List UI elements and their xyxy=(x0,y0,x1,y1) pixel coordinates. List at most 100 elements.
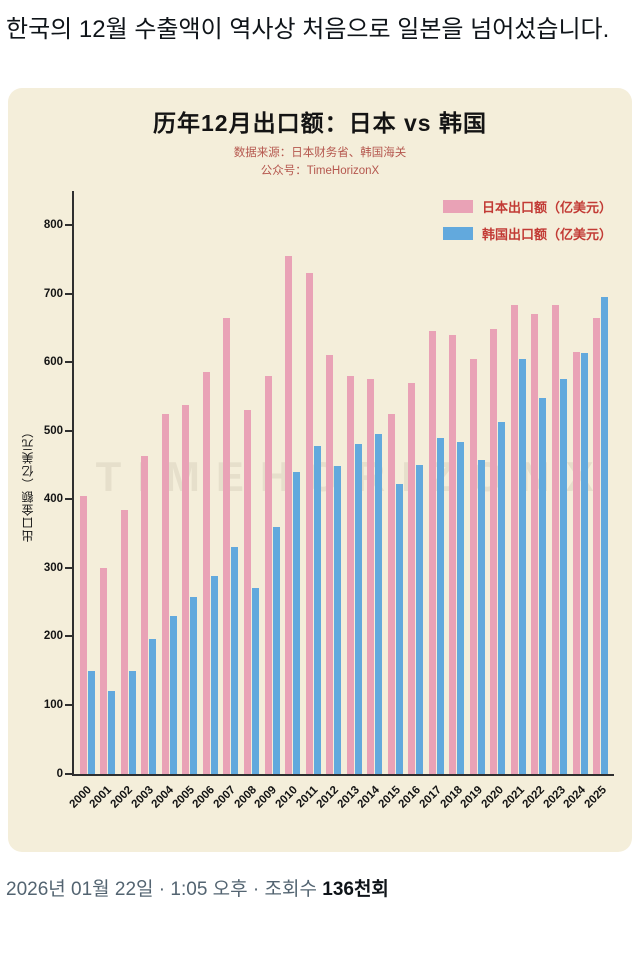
bar-korea-2000 xyxy=(87,670,95,774)
bar-group-2023 xyxy=(549,191,570,774)
x-tick-label: 2000 xyxy=(67,783,94,811)
bar-group-2013 xyxy=(344,191,365,774)
y-tick-mark xyxy=(65,704,72,707)
bar-japan-2015 xyxy=(387,413,395,774)
bar-group-2011 xyxy=(303,191,324,774)
bar-group-2024 xyxy=(570,191,591,774)
bar-japan-2025 xyxy=(593,317,601,774)
bar-korea-2023 xyxy=(559,379,567,774)
legend-swatch-icon xyxy=(442,226,473,240)
y-tick-label: 400 xyxy=(43,493,63,506)
bar-japan-2005 xyxy=(182,405,190,774)
bar-japan-2009 xyxy=(264,375,272,774)
bar-korea-2002 xyxy=(128,670,136,774)
bar-japan-2002 xyxy=(120,509,128,774)
bar-korea-2006 xyxy=(210,576,218,774)
bar-group-2007 xyxy=(221,191,242,774)
bar-korea-2019 xyxy=(477,460,485,774)
bar-korea-2014 xyxy=(375,434,383,774)
bar-korea-2011 xyxy=(313,445,321,774)
y-tick-mark xyxy=(65,498,72,501)
y-tick-mark xyxy=(65,361,72,364)
y-tick-mark xyxy=(65,566,72,569)
bar-japan-2023 xyxy=(551,305,559,774)
bars-container xyxy=(74,191,614,774)
y-axis-label-column: 出口金额（亿美元） xyxy=(18,191,36,776)
bar-japan-2024 xyxy=(572,351,580,774)
y-tick-label: 0 xyxy=(56,767,63,780)
bar-korea-2025 xyxy=(601,296,609,774)
legend-item-korea: 韩国出口额（亿美元） xyxy=(442,224,612,243)
bar-korea-2021 xyxy=(518,358,526,774)
bar-japan-2006 xyxy=(202,372,210,774)
y-tick-label: 600 xyxy=(43,356,63,369)
bar-group-2014 xyxy=(364,191,385,774)
bar-group-2000 xyxy=(77,191,98,774)
chart-subtitle: 数据来源：日本财务省、韩国海关 公众号：TimeHorizonX xyxy=(18,145,622,181)
bar-korea-2004 xyxy=(169,615,177,774)
bar-korea-2017 xyxy=(436,437,444,774)
bar-group-2022 xyxy=(529,191,550,774)
bar-korea-2010 xyxy=(293,471,301,774)
bar-group-2001 xyxy=(98,191,119,774)
bar-korea-2008 xyxy=(252,588,260,774)
bar-korea-2012 xyxy=(334,465,342,774)
bar-group-2012 xyxy=(323,191,344,774)
legend-swatch-icon xyxy=(442,199,473,213)
bar-group-2016 xyxy=(406,191,427,774)
bar-korea-2022 xyxy=(539,397,547,774)
bar-japan-2008 xyxy=(244,410,252,774)
bar-korea-2005 xyxy=(190,596,198,774)
y-tick-mark xyxy=(65,772,72,775)
bar-japan-2017 xyxy=(428,331,436,774)
bar-japan-2004 xyxy=(161,413,169,774)
bar-group-2017 xyxy=(426,191,447,774)
bar-group-2021 xyxy=(508,191,529,774)
legend-item-japan: 日本出口额（亿美元） xyxy=(442,197,612,216)
bar-group-2002 xyxy=(118,191,139,774)
chart-source-line: 数据来源：日本财务省、韩国海关 xyxy=(233,147,407,159)
bar-korea-2009 xyxy=(272,526,280,774)
tweet-media-chart[interactable]: 历年12月出口额：日本 vs 韩国 数据来源：日本财务省、韩国海关 公众号：Ti… xyxy=(8,88,632,852)
chart-legend: 日本出口额（亿美元） 韩国出口额（亿美元） xyxy=(442,197,612,243)
bar-korea-2013 xyxy=(354,444,362,774)
legend-label: 韩国出口额（亿美元） xyxy=(481,226,612,242)
bar-korea-2016 xyxy=(416,464,424,774)
y-axis-label: 出口金额（亿美元） xyxy=(20,424,35,542)
y-tick-label: 700 xyxy=(43,287,63,300)
bar-japan-2019 xyxy=(469,358,477,774)
bar-group-2009 xyxy=(262,191,283,774)
bar-group-2019 xyxy=(467,191,488,774)
bar-japan-2014 xyxy=(367,379,375,774)
bar-japan-2000 xyxy=(79,495,87,774)
bar-korea-2001 xyxy=(108,691,116,774)
bar-japan-2011 xyxy=(305,272,313,774)
bar-group-2005 xyxy=(180,191,201,774)
y-tick-label: 200 xyxy=(43,630,63,643)
post-timestamp: 2026년 01월 22일 · 1:05 오후 · 조회수 xyxy=(6,878,317,900)
bar-japan-2022 xyxy=(531,314,539,774)
bar-korea-2018 xyxy=(457,442,465,774)
y-tick-label: 100 xyxy=(43,699,63,712)
chart-account-line: 公众号：TimeHorizonX xyxy=(260,164,380,177)
post-meta: 2026년 01월 22일 · 1:05 오후 · 조회수 136천회 xyxy=(0,852,640,901)
bar-korea-2020 xyxy=(498,422,506,774)
bar-japan-2021 xyxy=(510,305,518,774)
x-axis-labels: 2000 2001 2002 2003 2004 2005 2006 2007 2008 2009… xyxy=(67,776,614,834)
bar-group-2008 xyxy=(241,191,262,774)
bar-group-2004 xyxy=(159,191,180,774)
bar-group-2025 xyxy=(590,191,611,774)
bar-group-2010 xyxy=(282,191,303,774)
post: 한국의 12월 수출액이 역사상 처음으로 일본을 넘어섰습니다. 历年12月出… xyxy=(0,16,640,901)
bar-japan-2018 xyxy=(449,334,457,774)
bar-korea-2003 xyxy=(149,638,157,774)
bar-korea-2007 xyxy=(231,547,239,774)
bar-group-2018 xyxy=(447,191,468,774)
legend-label: 日本出口额（亿美元） xyxy=(481,199,612,215)
bar-japan-2003 xyxy=(141,456,149,774)
bar-korea-2024 xyxy=(580,353,588,774)
chart-title: 历年12月出口额：日本 vs 韩国 xyxy=(153,110,487,136)
y-tick-label: 500 xyxy=(43,424,63,437)
